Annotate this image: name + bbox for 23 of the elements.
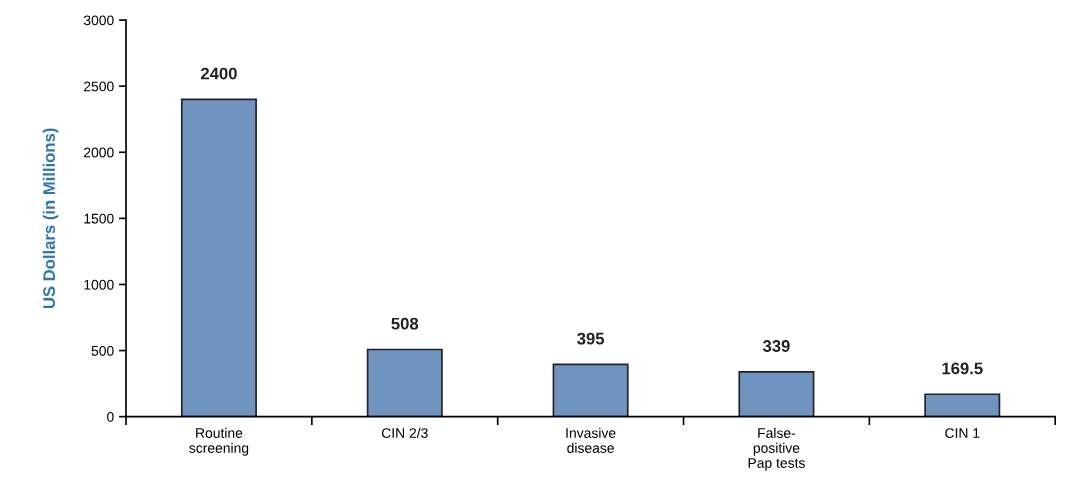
x-tick-label: Routine screening bbox=[189, 427, 249, 456]
x-tick-label: CIN 2/3 bbox=[381, 427, 428, 438]
y-tick-label: 500 bbox=[91, 345, 114, 356]
y-tick-label: 0 bbox=[107, 411, 114, 422]
data-label: 2400 bbox=[200, 67, 237, 80]
y-tick-label: 1500 bbox=[84, 213, 114, 224]
data-label: 508 bbox=[391, 317, 419, 330]
bar bbox=[180, 98, 257, 417]
y-tick-label: 2000 bbox=[84, 147, 114, 158]
bar bbox=[924, 393, 1001, 417]
x-tick-label: False- positive Pap tests bbox=[748, 427, 805, 471]
bar bbox=[738, 371, 815, 417]
y-tick-label: 1000 bbox=[84, 279, 114, 290]
x-tick-label: CIN 1 bbox=[945, 428, 980, 438]
y-tick-label: 3000 bbox=[83, 15, 114, 26]
bar bbox=[366, 348, 443, 417]
bar bbox=[552, 363, 629, 417]
y-tick-label: 2500 bbox=[84, 81, 114, 92]
y-axis-title: US Dollars (in Millions) bbox=[42, 128, 59, 309]
data-label: 169.5 bbox=[942, 362, 983, 375]
data-label: 339 bbox=[762, 340, 790, 352]
x-tick-label: Invasive disease bbox=[566, 427, 616, 453]
data-label: 395 bbox=[577, 332, 605, 345]
